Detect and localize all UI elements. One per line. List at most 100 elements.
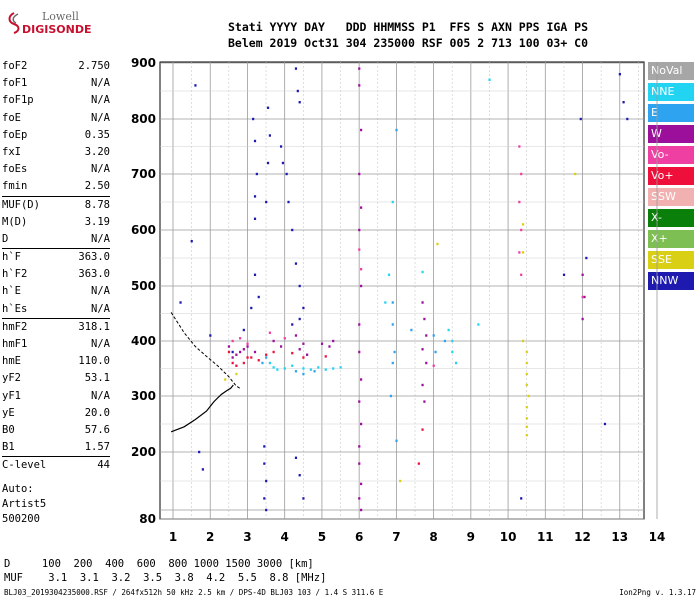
data-point bbox=[358, 462, 361, 465]
y-tick-label: 200 bbox=[131, 445, 156, 459]
logo-swirl-icon bbox=[8, 12, 20, 34]
data-point bbox=[358, 445, 361, 448]
data-point bbox=[603, 422, 607, 426]
data-point bbox=[279, 345, 283, 348]
parameter-panel: foF2 2.750 foF1 N/A foF1p N/A foE N/A foEp 0.35 fx… bbox=[2, 58, 110, 475]
data-point bbox=[302, 356, 305, 359]
data-point bbox=[263, 445, 266, 448]
data-point bbox=[391, 301, 394, 304]
data-point bbox=[358, 400, 361, 403]
param-row: B1 1.57 bbox=[2, 439, 110, 456]
param-row: hmF2 318.1 bbox=[2, 317, 110, 336]
data-point bbox=[389, 394, 392, 398]
data-point bbox=[235, 372, 238, 376]
param-value: 20.0 bbox=[84, 406, 110, 419]
param-key: foF1 bbox=[2, 77, 28, 90]
data-point bbox=[421, 383, 424, 387]
data-point bbox=[581, 273, 584, 276]
data-point bbox=[298, 101, 301, 104]
data-point bbox=[231, 350, 234, 354]
data-point bbox=[266, 106, 270, 109]
data-point bbox=[291, 351, 294, 355]
logo-line2: DIGISONDE bbox=[22, 23, 92, 36]
data-point bbox=[328, 345, 331, 348]
header-columns: Stati YYYY DAY DDD HHMMSS P1 FFS S AXN P… bbox=[228, 20, 589, 34]
param-value: N/A bbox=[91, 389, 110, 402]
data-point bbox=[239, 350, 242, 354]
param-value: 8.78 bbox=[84, 198, 110, 211]
data-point bbox=[518, 145, 521, 148]
param-key: foEs bbox=[2, 163, 28, 176]
data-point bbox=[421, 428, 424, 431]
data-point bbox=[360, 508, 363, 512]
data-point bbox=[525, 406, 528, 409]
param-key: M(D) bbox=[2, 215, 28, 228]
data-point bbox=[276, 368, 279, 371]
param-row: h`F 363.0 bbox=[2, 248, 110, 266]
data-point bbox=[209, 334, 212, 337]
data-point bbox=[257, 295, 260, 299]
data-point bbox=[291, 364, 294, 367]
data-point bbox=[520, 497, 523, 500]
y-tick-label: 500 bbox=[131, 279, 156, 293]
data-point bbox=[387, 273, 391, 276]
data-point bbox=[265, 356, 268, 359]
data-point bbox=[242, 328, 245, 332]
legend-item: X+ bbox=[648, 230, 694, 248]
data-point bbox=[263, 497, 266, 500]
x-tick-label: 1 bbox=[169, 530, 177, 544]
data-point bbox=[235, 364, 238, 367]
data-point bbox=[317, 366, 320, 369]
data-point bbox=[268, 331, 271, 334]
param-row: C-level 44 bbox=[2, 456, 110, 474]
data-point bbox=[358, 248, 361, 251]
data-point bbox=[527, 394, 530, 398]
data-point bbox=[518, 200, 521, 204]
data-point bbox=[302, 306, 305, 310]
data-point bbox=[252, 117, 255, 121]
data-point bbox=[525, 417, 528, 420]
param-key: yE bbox=[2, 406, 15, 419]
data-point bbox=[417, 462, 420, 465]
data-point bbox=[272, 339, 275, 343]
data-point bbox=[525, 372, 528, 376]
x-tick-label: 8 bbox=[429, 530, 437, 544]
data-point bbox=[488, 78, 491, 81]
param-value: 1.57 bbox=[84, 441, 110, 454]
data-point bbox=[263, 462, 266, 465]
param-value: N/A bbox=[91, 94, 110, 107]
data-point bbox=[272, 350, 275, 354]
data-point bbox=[253, 195, 257, 198]
data-point bbox=[298, 474, 301, 477]
data-point bbox=[520, 228, 523, 232]
data-point bbox=[309, 368, 312, 371]
data-point bbox=[298, 317, 301, 321]
x-tick-label: 13 bbox=[611, 530, 628, 544]
param-key: hmF1 bbox=[2, 338, 28, 350]
data-point bbox=[358, 228, 361, 232]
legend-item: E bbox=[648, 104, 694, 122]
data-point bbox=[423, 400, 426, 403]
data-point bbox=[451, 350, 454, 354]
data-point bbox=[265, 479, 268, 483]
data-point bbox=[574, 172, 577, 176]
footer-distance-row: D 100 200 400 600 800 1000 1500 3000 [km… bbox=[4, 558, 314, 570]
data-point bbox=[520, 273, 523, 276]
data-point bbox=[579, 117, 582, 121]
data-point bbox=[255, 172, 258, 176]
data-point bbox=[261, 361, 264, 365]
param-key: hmF2 bbox=[2, 320, 28, 333]
data-point bbox=[250, 356, 253, 359]
data-point bbox=[298, 348, 301, 351]
param-row: foF1 N/A bbox=[2, 75, 110, 92]
param-key: C-level bbox=[2, 459, 47, 472]
x-tick-label: 3 bbox=[243, 530, 251, 544]
param-value: N/A bbox=[91, 232, 110, 245]
data-point bbox=[443, 339, 446, 343]
data-point bbox=[287, 200, 290, 204]
footer-muf-row: MUF 3.1 3.1 3.2 3.5 3.8 4.2 5.5 8.8 [MHz… bbox=[4, 572, 327, 584]
data-point bbox=[358, 84, 361, 87]
data-point bbox=[391, 323, 394, 326]
data-point bbox=[268, 134, 271, 137]
param-row: foEs N/A bbox=[2, 161, 110, 178]
